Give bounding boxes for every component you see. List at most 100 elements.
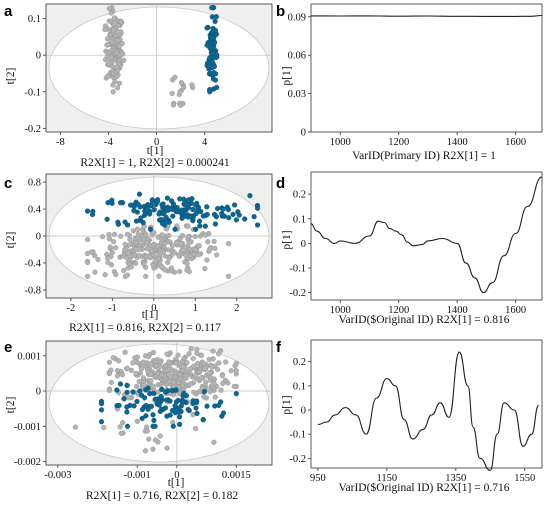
e-point [233,368,239,374]
e-point [148,371,154,378]
e-point [201,394,207,400]
c-point [109,200,115,206]
e-point [98,407,105,413]
e-point [150,423,156,429]
e-point [150,446,156,452]
c-point [212,221,219,227]
c-point [197,223,203,229]
panel-a: 0.1 0 -0.1 -0.2 -8 -4 0 4 [24,3,273,148]
e-point [173,387,179,393]
panel-label-c: c [4,175,12,192]
panel-d: 0.2 0.1 0 -0.1 -0.2 1000 1200 1400 1600 [289,171,543,316]
c-point [235,209,241,215]
c-point [135,226,141,232]
e-point [116,358,122,364]
d-xtick-label: 1000 [330,305,351,316]
c-point [225,273,232,280]
e-point [188,346,194,352]
f-xtick-label: 1350 [445,473,466,484]
f-xlabel: VarID($Original ID) R2X[1] = 0.716 [339,481,510,494]
a-point [108,10,114,16]
c-point [185,223,191,229]
e-point [134,359,140,366]
e-point [114,368,121,374]
a-ylabel: t[2] [5,68,17,85]
e-point [198,375,205,381]
e-point [164,413,170,419]
e-point [145,354,152,360]
c-point [202,232,209,238]
panel-e: 0.001 0 -0.001 -0.002-0.003 -0.001 0 0.0015 [14,340,273,481]
c-point [120,253,126,259]
f-xtick-label: 950 [310,473,326,484]
c-point [175,209,181,215]
e-point [114,373,121,379]
e-xtick-label: 0.0015 [222,470,251,481]
e-point [142,448,149,454]
e-point [177,414,183,420]
c-point [190,206,196,213]
e-point [126,395,132,401]
c-point [136,252,142,259]
e-point [143,403,149,409]
c-point [99,234,106,240]
c-point [204,257,210,263]
c-point [170,201,177,207]
d-ytick-label: 0.2 [293,190,306,201]
c-point [89,211,96,218]
e-point [134,354,141,360]
c-point [179,215,185,221]
e-point [134,383,140,390]
c-point [169,243,176,249]
e-point [151,390,157,397]
a-point [211,69,217,76]
c-point [156,255,162,262]
c-point [207,246,213,253]
e-point [215,366,221,373]
e-xtick-label: 0 [174,470,179,481]
e-point [152,437,159,443]
e-point [185,406,191,413]
c-ytick-label: -0.4 [24,258,41,269]
panel-label-a: a [4,3,13,20]
c-point [247,193,253,199]
e-point [131,403,137,409]
e-point [196,369,202,375]
c-point [163,219,170,225]
c-point [195,252,201,258]
e-point [193,399,199,405]
c-ytick-label: 0.8 [28,178,41,189]
c-point [124,231,131,238]
f-ytick-label: -0.2 [289,454,306,465]
c-point [138,215,144,221]
e-point [192,426,199,432]
a-point [169,90,175,97]
c-point [172,226,178,232]
c-point [242,216,248,222]
c-point [117,200,124,206]
c-point [110,239,117,245]
e-point [166,366,172,373]
e-point [151,417,157,424]
e-ytick-label: -0.001 [14,422,41,433]
e-point [181,390,187,396]
e-point [233,360,239,366]
e-point [194,361,201,367]
c-point [232,202,238,208]
c-point [170,213,176,219]
a-point [211,63,218,70]
b-ytick-label: 0 [301,128,306,139]
c-point [122,219,128,225]
a-point [105,73,111,79]
c-xlabel: t[1] [142,309,159,321]
e-point [106,387,113,394]
c-point [147,226,154,232]
d-ytick-label: -0.1 [289,264,306,275]
e-point [211,439,217,445]
e-point [117,381,124,387]
e-ytick-label: -0.002 [14,457,41,468]
a-point [116,43,122,49]
e-point [198,352,205,358]
c-point [183,252,189,258]
e-point [124,382,130,388]
